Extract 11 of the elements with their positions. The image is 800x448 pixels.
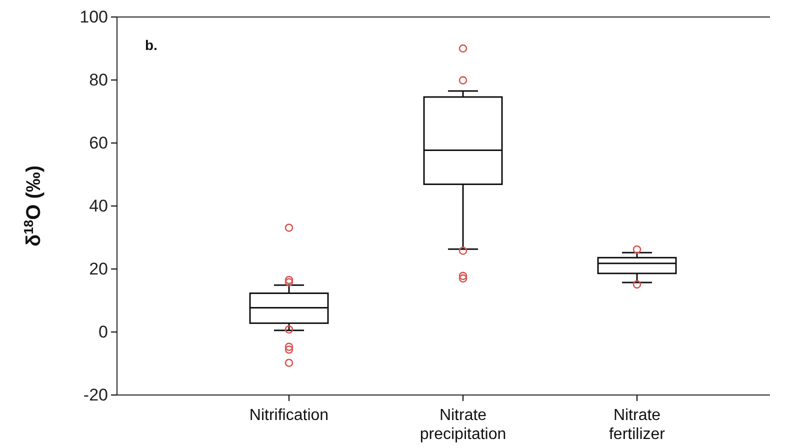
y-tick-label: 80: [89, 70, 108, 90]
y-tick-label: 60: [89, 133, 108, 152]
y-tick-label: 20: [89, 259, 108, 278]
y-tick-label: 100: [80, 7, 108, 26]
x-tick-label: Nitrification: [249, 407, 329, 424]
annotation: b.: [145, 37, 158, 53]
x-tick-label: Nitrate fertilizer: [608, 407, 666, 443]
y-tick-label: 0: [98, 322, 108, 342]
y-tick-label: 40: [89, 196, 108, 216]
y-tick-label: -20: [83, 385, 108, 404]
x-tick-label: Nitrate precipitation: [420, 407, 506, 443]
